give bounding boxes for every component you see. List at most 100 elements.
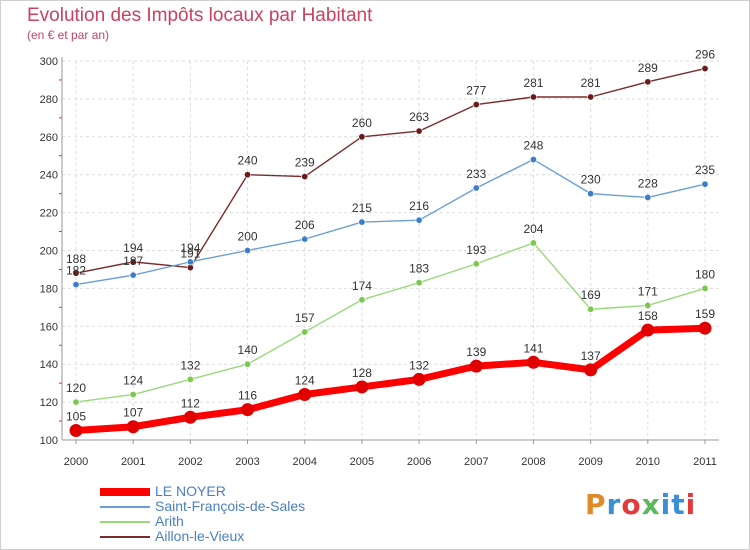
data-label: 132 (180, 358, 200, 372)
y-tick-label: 220 (40, 208, 58, 220)
data-label: 157 (295, 311, 315, 325)
data-label: 191 (180, 247, 200, 261)
data-point (183, 410, 197, 424)
data-point (244, 171, 252, 179)
data-point (698, 321, 712, 335)
series-line (75, 242, 706, 403)
series-arith (72, 239, 709, 406)
data-point (358, 296, 366, 304)
data-label: 140 (238, 343, 258, 357)
data-point (355, 380, 369, 394)
data-point (644, 301, 652, 309)
logo-letter: i (685, 488, 697, 521)
data-label: 281 (581, 76, 601, 90)
data-point (358, 218, 366, 226)
series-aillon-le-vieux (72, 65, 709, 277)
chart-subtitle: (en € et par an) (27, 28, 110, 42)
x-tick-label: 2002 (178, 456, 202, 468)
data-point (701, 284, 709, 292)
x-tick-label: 2006 (407, 456, 431, 468)
data-point (529, 156, 537, 164)
logo-letter: r (606, 488, 622, 521)
data-label: 159 (695, 307, 715, 321)
data-point (587, 190, 595, 198)
data-label: 171 (638, 284, 658, 298)
data-label: 124 (295, 374, 315, 388)
logo-letter: P (585, 488, 607, 521)
data-point (244, 247, 252, 255)
legend-swatch (100, 506, 150, 508)
data-label: 206 (295, 218, 315, 232)
data-point (587, 305, 595, 313)
data-point (72, 281, 80, 289)
legend-label: Arith (155, 513, 184, 529)
data-point (644, 78, 652, 86)
data-label: 240 (238, 154, 258, 168)
chart-title: Evolution des Impôts locaux par Habitant (27, 5, 373, 26)
data-point (129, 391, 137, 399)
logo-letter: t (671, 488, 686, 521)
y-tick-label: 100 (40, 435, 58, 447)
data-label: 239 (295, 156, 315, 170)
data-label: 194 (180, 241, 200, 255)
data-label: 132 (409, 358, 429, 372)
data-label: 260 (352, 116, 372, 130)
data-label: 116 (238, 389, 257, 403)
data-point (641, 323, 655, 337)
x-tick-label: 2003 (235, 456, 259, 468)
legend-label: LE NOYER (155, 483, 226, 499)
data-label: 277 (466, 84, 486, 98)
logo-letter: i (660, 488, 672, 521)
y-tick-label: 300 (40, 56, 58, 68)
data-label: 182 (66, 264, 86, 278)
data-point (529, 239, 537, 247)
data-label: 193 (466, 243, 486, 257)
data-label: 128 (352, 366, 372, 380)
x-tick-label: 2009 (578, 456, 602, 468)
data-point (701, 180, 709, 188)
data-label: 233 (466, 167, 486, 181)
data-label: 141 (523, 341, 543, 355)
y-tick-label: 260 (40, 132, 58, 144)
data-point (584, 363, 598, 377)
x-tick-label: 2008 (521, 456, 545, 468)
grid-lines (62, 60, 719, 441)
data-label: 105 (66, 410, 86, 424)
data-label: 215 (352, 201, 372, 215)
data-label: 107 (123, 406, 143, 420)
data-point (126, 420, 140, 434)
data-label: 194 (123, 241, 143, 255)
data-point (529, 93, 537, 101)
data-point (72, 398, 80, 406)
y-tick-label: 140 (40, 359, 58, 371)
series-le-noyer (69, 321, 712, 438)
x-tick-label: 2010 (636, 456, 660, 468)
y-tick-label: 200 (40, 246, 58, 258)
data-point (244, 360, 252, 368)
series-line (75, 67, 706, 274)
data-label: 188 (66, 252, 86, 266)
data-point (186, 375, 194, 383)
data-label: 120 (66, 381, 86, 395)
data-label: 174 (352, 279, 372, 293)
data-label: 228 (638, 176, 658, 190)
data-point (298, 388, 312, 402)
data-label: 289 (638, 61, 658, 75)
legend-swatch (100, 521, 150, 523)
data-label: 200 (238, 230, 258, 244)
data-point (301, 328, 309, 336)
series-line (72, 324, 709, 435)
data-label: 124 (123, 374, 143, 388)
data-label: 216 (409, 199, 429, 213)
data-label: 137 (581, 349, 601, 363)
data-label: 281 (523, 76, 543, 90)
data-label: 158 (638, 309, 658, 323)
data-point (526, 355, 540, 369)
data-point (644, 193, 652, 201)
x-tick-label: 2001 (121, 456, 145, 468)
data-point (129, 271, 137, 279)
logo-letter: o (621, 488, 642, 521)
data-point (701, 65, 709, 73)
